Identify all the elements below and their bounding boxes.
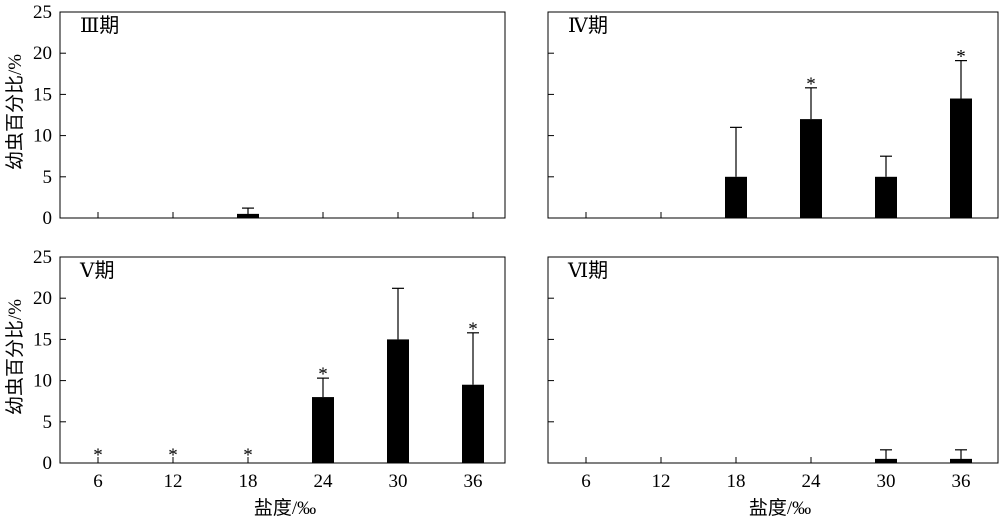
significance-marker: * (318, 364, 328, 385)
y-tick-label: 10 (33, 371, 52, 392)
y-axis-title-top: 幼虫百分比/% (4, 54, 26, 170)
x-tick-label: 6 (93, 471, 103, 492)
x-tick-label: 12 (164, 471, 183, 492)
bar (462, 384, 484, 463)
x-tick-label: 24 (802, 471, 822, 492)
y-tick-label: 25 (33, 2, 52, 23)
plot-frame (59, 11, 506, 219)
bar (950, 98, 972, 218)
significance-marker: * (93, 445, 103, 466)
x-tick-label: 30 (389, 471, 408, 492)
panel-title: Ⅴ期 (79, 260, 114, 282)
bar (875, 176, 897, 218)
y-axis-title-bottom: 幼虫百分比/% (4, 299, 26, 415)
plot-frame (547, 11, 999, 219)
y-tick-label: 15 (33, 329, 52, 350)
bar (725, 176, 747, 218)
x-tick-label: 18 (727, 471, 746, 492)
plot-frame (59, 256, 506, 464)
y-tick-label: 10 (33, 126, 52, 147)
y-tick-label: 0 (43, 208, 53, 229)
significance-marker: * (468, 319, 478, 340)
y-tick-label: 20 (33, 288, 52, 309)
bar (387, 339, 409, 463)
bar (875, 458, 897, 463)
bar (950, 458, 972, 463)
y-tick-label: 5 (43, 167, 53, 188)
y-tick-label: 15 (33, 84, 52, 105)
significance-marker: * (243, 445, 253, 466)
chart-panel: Ⅲ期 0 5 10 15 20 25 (33, 2, 506, 229)
y-tick-label: 5 (43, 412, 53, 433)
panel-title: Ⅳ期 (568, 15, 608, 37)
panel-title: Ⅲ期 (80, 15, 119, 37)
bar (237, 213, 259, 218)
panel-title: Ⅵ期 (567, 260, 608, 282)
y-tick-label: 0 (43, 453, 53, 474)
chart-panel: Ⅴ期 0 5 10 15 20 25 6 * 12 * 18 * 24 * 30 36 * (33, 247, 506, 492)
x-tick-label: 18 (239, 471, 258, 492)
y-tick-label: 20 (33, 43, 52, 64)
significance-marker: * (168, 445, 178, 466)
bar (800, 119, 822, 218)
significance-marker: * (956, 47, 966, 68)
x-tick-label: 12 (652, 471, 671, 492)
y-tick-label: 25 (33, 247, 52, 268)
bar (312, 397, 334, 463)
x-tick-label: 6 (581, 471, 591, 492)
x-tick-label: 24 (314, 471, 334, 492)
x-tick-label: 30 (877, 471, 896, 492)
x-tick-label: 36 (464, 471, 483, 492)
x-axis-title-right: 盐度/‰ (749, 497, 811, 519)
x-tick-label: 36 (952, 471, 971, 492)
x-axis-title-left: 盐度/‰ (254, 497, 316, 519)
plot-frame (547, 256, 999, 464)
chart-panel: Ⅵ期 6 12 18 24 30 36 (547, 256, 999, 492)
chart-panels: Ⅲ期 0 5 10 15 20 25 Ⅳ期 * * Ⅴ期 0 5 10 15 20 25 6 * 12 * 18 * 24 * 3… (33, 2, 999, 492)
chart-panel: Ⅳ期 * * (547, 11, 999, 219)
significance-marker: * (806, 74, 816, 95)
